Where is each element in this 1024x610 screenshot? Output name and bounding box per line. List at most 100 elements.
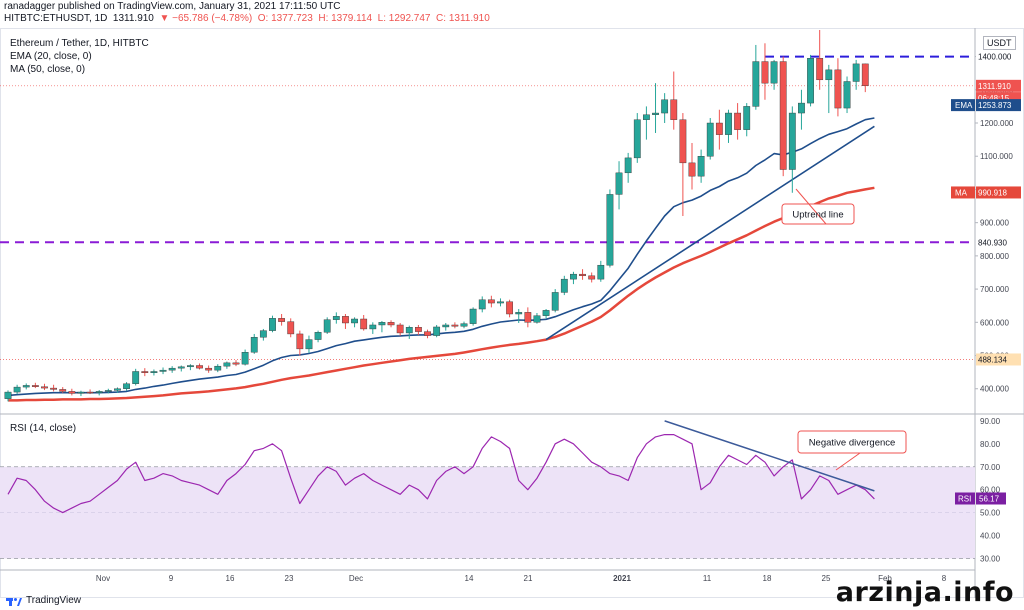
- price-tick-label: 400.000: [980, 385, 1009, 394]
- ema-label-tag: EMA: [955, 101, 973, 110]
- ma-label-bg: [976, 186, 1021, 199]
- candle-body: [542, 310, 550, 316]
- candle-body: [396, 324, 404, 334]
- candle: [205, 365, 213, 373]
- tradingview-logo[interactable]: TradingView: [6, 595, 81, 606]
- rsi-tick-label: 30.00: [980, 555, 1001, 564]
- candle-body: [861, 63, 869, 87]
- rsi-tick-label: 50.00: [980, 509, 1001, 518]
- candle: [305, 335, 313, 353]
- price-tick-label: 900.000: [980, 219, 1009, 228]
- time-tick-label: 21: [524, 574, 533, 583]
- candle: [342, 314, 349, 329]
- candle: [296, 330, 304, 356]
- candle: [378, 320, 386, 333]
- candle-body: [387, 322, 395, 326]
- candle: [697, 149, 705, 183]
- candle: [114, 387, 121, 393]
- candle: [861, 63, 869, 93]
- rsi-value-label: 56.17 RSI: [955, 492, 1006, 505]
- candle-body: [506, 301, 513, 315]
- candle: [798, 89, 805, 130]
- candle-body: [232, 362, 240, 365]
- candle-body: [104, 390, 112, 392]
- candle: [196, 363, 203, 370]
- candle: [13, 384, 21, 395]
- candle: [670, 71, 678, 130]
- time-tick-label: Dec: [349, 574, 363, 583]
- candle-body: [369, 324, 377, 330]
- candle-body: [95, 391, 103, 393]
- candle-body: [433, 326, 441, 336]
- change-text: ▼ −65.786 (−4.78%): [159, 13, 253, 24]
- ohlc-line: HITBTC:ETHUSDT, 1D 1311.910 ▼ −65.786 (−…: [4, 13, 490, 24]
- candle-body: [205, 367, 213, 371]
- candle-body: [114, 388, 121, 391]
- candle: [4, 390, 12, 402]
- candle: [551, 289, 559, 313]
- candle: [770, 59, 778, 90]
- candle: [41, 383, 48, 391]
- candle-body: [196, 365, 203, 369]
- time-tick-label: 25: [822, 574, 831, 583]
- candle-body: [214, 365, 222, 371]
- candle: [497, 298, 504, 307]
- candle: [679, 113, 687, 217]
- candle-body: [305, 339, 313, 350]
- candle: [415, 324, 422, 335]
- price-text: 1311.910: [112, 13, 154, 24]
- low-label: 488.134: [976, 353, 1021, 366]
- candle: [652, 83, 659, 133]
- candle: [177, 365, 185, 372]
- candle: [570, 271, 577, 285]
- last-price-label-text: 1311.910: [978, 82, 1011, 91]
- candle: [542, 309, 550, 319]
- candle-body: [497, 301, 504, 304]
- candle: [232, 360, 240, 367]
- time-tick-label: 23: [285, 574, 294, 583]
- candle-body: [332, 316, 340, 320]
- publish-text: ranadagger published on TradingView.com,…: [4, 1, 341, 12]
- candle: [624, 152, 632, 183]
- candle-body: [59, 389, 67, 392]
- candle-body: [752, 61, 760, 107]
- tradingview-icon: [6, 597, 22, 606]
- divergence-callout-text: Negative divergence: [809, 438, 896, 449]
- low-text: L: 1292.747: [377, 13, 431, 24]
- candle: [278, 314, 285, 326]
- candle-body: [4, 391, 12, 399]
- candle-body: [843, 81, 851, 109]
- countdown-label-text: 06:48:15: [978, 94, 1010, 103]
- price-tick-label: 1200.000: [980, 119, 1014, 128]
- candle: [77, 390, 85, 397]
- low-label-bg: [976, 353, 1021, 366]
- time-tick-label: Nov: [96, 574, 110, 583]
- candle: [86, 389, 94, 395]
- candle: [387, 320, 395, 328]
- candle-body: [31, 385, 39, 387]
- divergence-callout-box: [797, 430, 907, 454]
- candle-body: [643, 114, 650, 120]
- candle-body: [22, 385, 30, 388]
- last-price-label: 1311.910: [976, 79, 1021, 92]
- rsi-tick-label: 80.00: [980, 440, 1001, 449]
- candle: [396, 322, 404, 336]
- currency-button[interactable]: USDT: [983, 36, 1016, 50]
- candle-body: [487, 299, 495, 304]
- candle-body: [278, 318, 285, 322]
- rsi-tag: RSI: [958, 494, 971, 503]
- candle-body: [624, 157, 632, 174]
- time-tick-label: 16: [226, 574, 235, 583]
- candle-body: [132, 371, 140, 384]
- candle: [743, 103, 751, 137]
- candle-body: [314, 332, 322, 340]
- support-label-bg: [976, 236, 1021, 249]
- candle: [141, 368, 149, 377]
- rsi-line: [7, 434, 875, 514]
- candle: [214, 364, 222, 373]
- uptrend-line: [545, 125, 875, 341]
- price-tick-label: 700.000: [980, 285, 1009, 294]
- ma-label-tag: MA: [955, 188, 968, 197]
- candle-body: [770, 61, 778, 84]
